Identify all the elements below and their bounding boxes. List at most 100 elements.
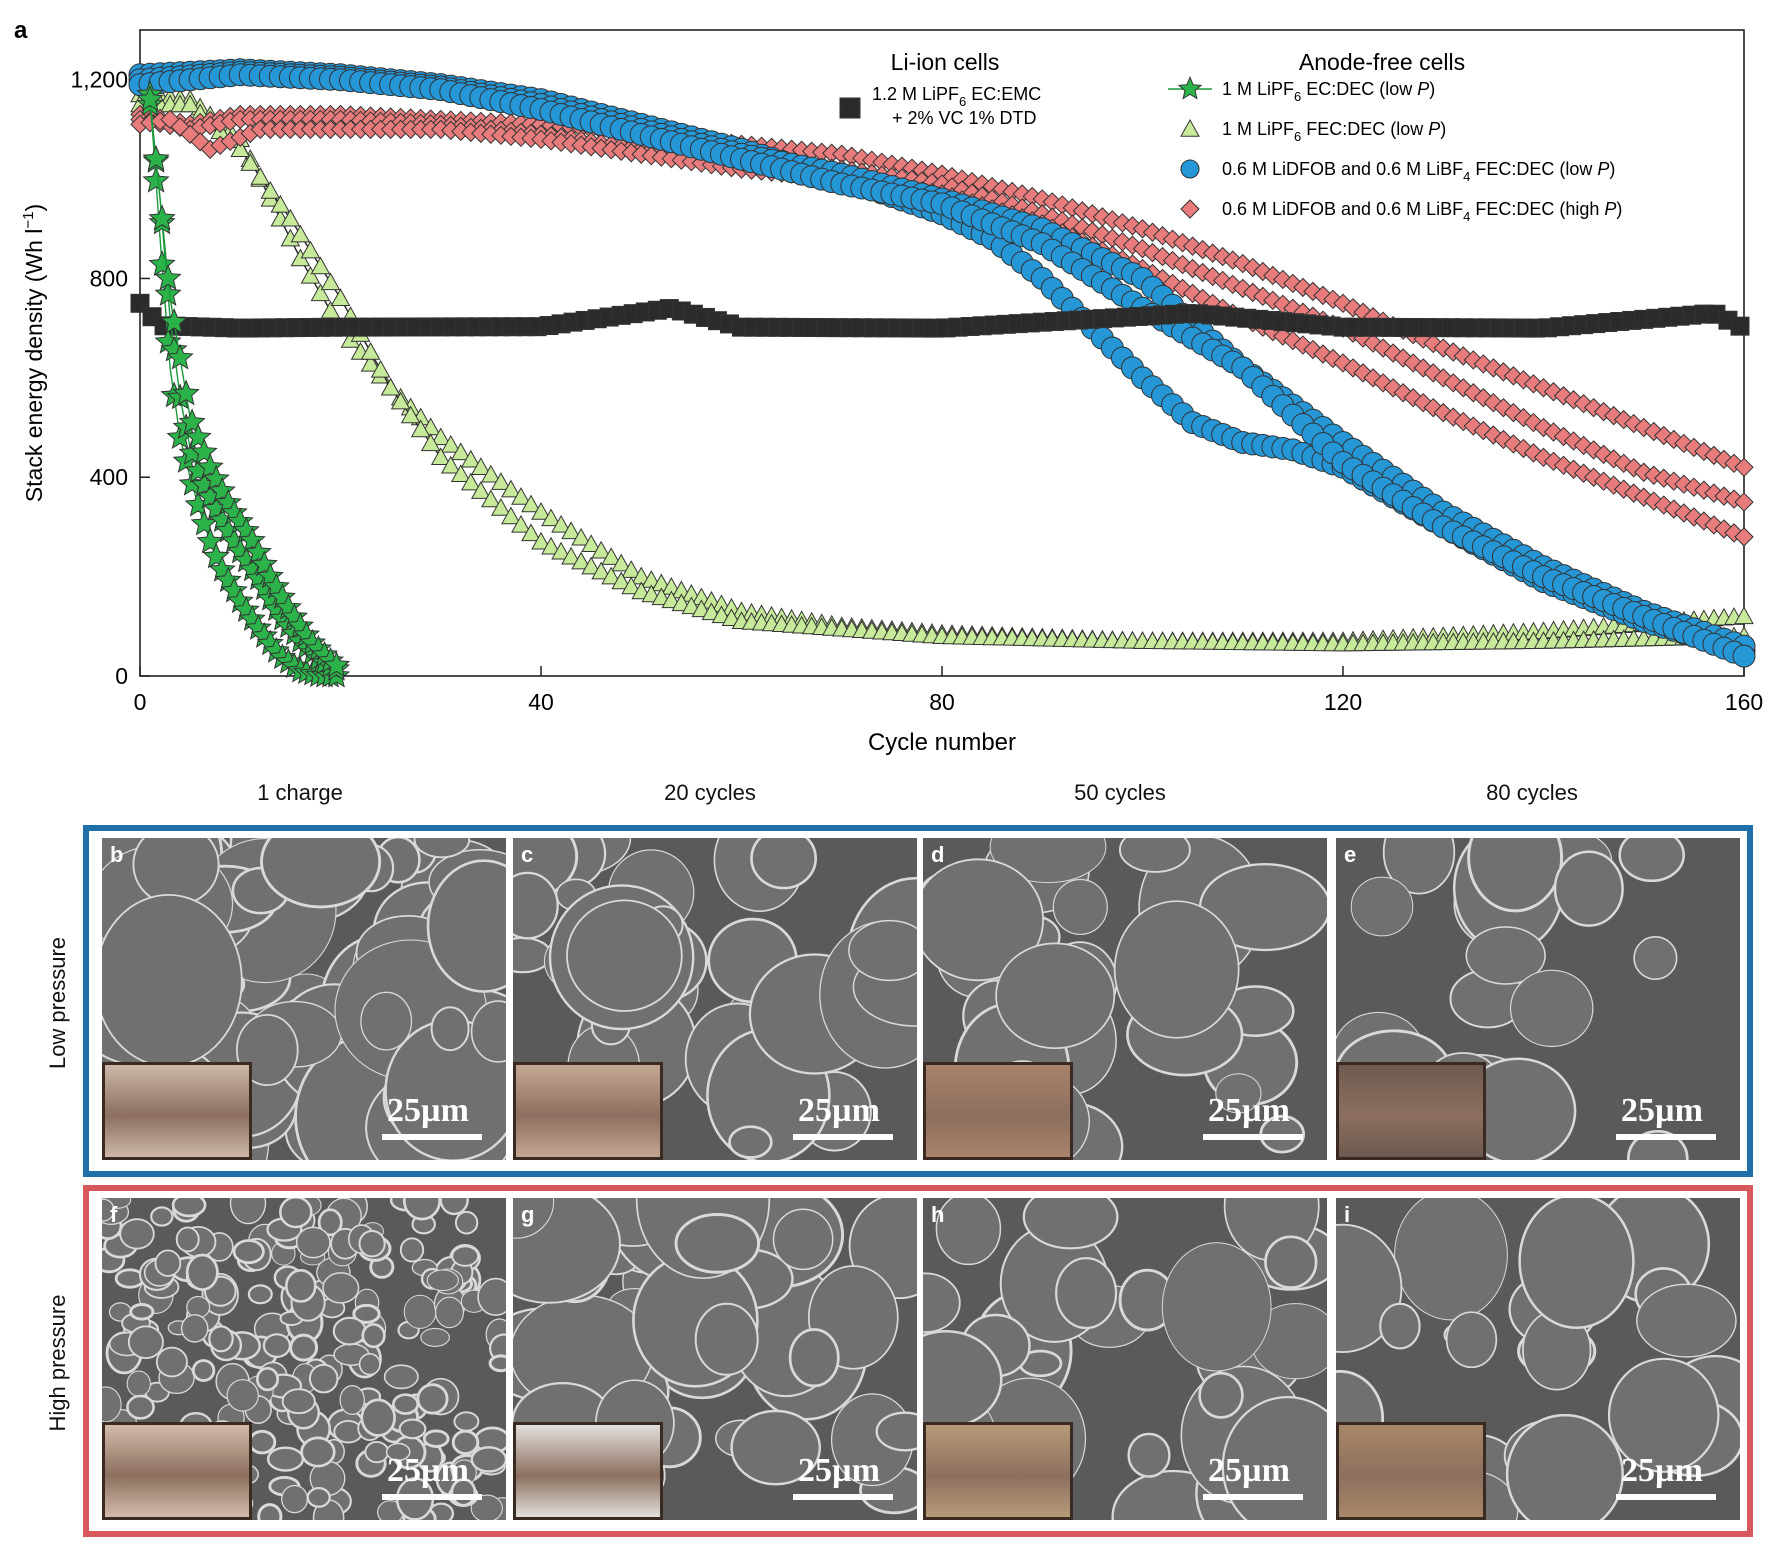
scale-bar-label: 25µm	[387, 1092, 469, 1129]
scale-bar	[382, 1494, 482, 1500]
data-point	[460, 472, 481, 491]
data-point	[571, 527, 591, 546]
sem-image-high-2: g 25µm	[513, 1198, 917, 1520]
col-label-2: 20 cycles	[664, 780, 756, 805]
col-label-4: 80 cycles	[1486, 780, 1578, 805]
data-point	[521, 494, 541, 513]
data-point	[481, 489, 501, 508]
data-point	[1734, 492, 1754, 512]
sem-image-low-1: b 25µm	[102, 838, 506, 1160]
sem-image-low-3: d 25µm	[923, 838, 1327, 1160]
sem-image-high-1: f 25µm	[102, 1198, 506, 1520]
legend-label: 0.6 M LiDFOB and 0.6 M LiBF4 FEC:DEC (lo…	[1222, 159, 1615, 184]
data-point	[561, 521, 581, 540]
col-label-1: 1 charge	[257, 780, 343, 805]
scale-bar	[793, 1494, 893, 1500]
data-point	[481, 464, 501, 483]
data-point	[1734, 527, 1754, 547]
data-point	[320, 272, 341, 291]
data-point	[180, 94, 200, 113]
series-star	[136, 80, 351, 688]
data-point	[491, 472, 511, 490]
data-point	[601, 566, 622, 585]
legend-label: 1 M LiPF6 EC:DEC (low P)	[1222, 79, 1435, 104]
energy-density-chart: a 0 40 80 120 160 0 400 800 1,200 Li-ion cells An…	[14, 17, 1763, 756]
data-point	[581, 556, 601, 575]
panel-letter: d	[931, 842, 945, 867]
data-point	[400, 405, 421, 424]
scale-bar-label: 25µm	[1621, 1092, 1703, 1129]
scale-bar-label: 25µm	[387, 1452, 469, 1489]
legend-label: 0.6 M LiDFOB and 0.6 M LiBF4 FEC:DEC (hi…	[1222, 199, 1622, 224]
data-point	[571, 551, 591, 570]
data-point	[1142, 242, 1163, 263]
legend-marker-circle	[1180, 159, 1200, 179]
data-point	[370, 359, 391, 378]
sem-image-high-3: h 25µm	[923, 1198, 1327, 1520]
electrode-photo-inset	[513, 1422, 663, 1520]
scale-bar	[793, 1134, 893, 1140]
data-point	[541, 536, 561, 555]
scale-bar	[1203, 1134, 1303, 1140]
data-point	[471, 457, 491, 475]
row-label-low: Low pressure	[45, 936, 70, 1070]
data-point	[521, 523, 541, 542]
data-point	[450, 442, 471, 461]
sem-texture	[1336, 1198, 1740, 1520]
series-triangle	[130, 84, 1754, 652]
data-point	[230, 139, 251, 157]
y-tick-label: 400	[90, 464, 128, 490]
data-point	[430, 447, 451, 466]
panel-letter: e	[1344, 842, 1357, 867]
data-point	[280, 208, 301, 227]
electrode-photo-inset	[102, 1062, 252, 1160]
sem-image-low-4: e 25µm	[1336, 838, 1740, 1160]
x-tick-label: 120	[1324, 689, 1362, 715]
legend-marker-star	[1177, 76, 1203, 100]
data-point	[591, 561, 611, 580]
data-point	[611, 553, 632, 572]
data-point	[1734, 606, 1754, 625]
sem-image-high-4: i 25µm	[1336, 1198, 1740, 1520]
data-point	[166, 343, 194, 370]
data-point	[551, 514, 571, 533]
data-point	[270, 194, 291, 213]
data-point	[450, 464, 471, 482]
scale-bar	[1616, 1134, 1716, 1140]
data-point	[491, 498, 511, 516]
data-point	[531, 501, 551, 520]
data-point	[511, 514, 531, 533]
data-point	[410, 419, 431, 438]
data-point	[260, 180, 281, 199]
sem-texture	[513, 838, 917, 1160]
data-point	[430, 427, 451, 446]
data-point	[551, 541, 571, 560]
x-tick-label: 80	[929, 689, 955, 715]
scale-bar-label: 25µm	[1208, 1452, 1290, 1489]
data-point	[360, 341, 381, 360]
data-point	[621, 576, 642, 595]
scale-bar-label: 25µm	[1208, 1092, 1290, 1129]
low-pressure-frame	[83, 825, 1753, 1177]
scale-bar-label: 25µm	[798, 1092, 880, 1129]
panel-letter: c	[521, 842, 534, 867]
y-tick-label: 800	[90, 265, 128, 291]
series-square	[130, 293, 1750, 338]
data-point	[136, 85, 164, 112]
legend-label-line2: + 2% VC 1% DTD	[892, 108, 1037, 128]
data-point	[360, 353, 381, 372]
data-point	[310, 283, 331, 302]
sem-texture	[513, 1198, 917, 1520]
x-axis-label: Cycle number	[868, 729, 1016, 756]
data-point	[420, 433, 441, 452]
legend-group-anode-free: Anode-free cells	[1299, 49, 1465, 75]
electrode-photo-inset	[1336, 1062, 1486, 1160]
data-point	[300, 240, 321, 259]
electrode-photo-inset	[923, 1422, 1073, 1520]
panel-letter: f	[110, 1202, 118, 1227]
high-pressure-frame	[83, 1185, 1753, 1537]
data-point	[148, 204, 176, 231]
scale-bar	[1616, 1494, 1716, 1500]
data-point	[531, 531, 551, 550]
scale-bar-label: 25µm	[798, 1452, 880, 1489]
